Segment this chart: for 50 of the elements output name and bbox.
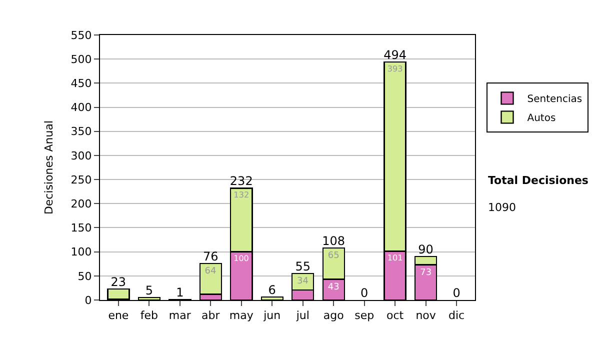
- legend-label: Autos: [527, 113, 556, 124]
- x-tick-label: may: [229, 309, 254, 322]
- data-label: 101: [387, 252, 403, 263]
- text: 1090: [488, 201, 516, 214]
- y-tick-label: 400: [70, 101, 92, 114]
- y-tick-label: 350: [70, 125, 92, 138]
- total-label: 5: [145, 284, 153, 298]
- total-label: 0: [452, 286, 460, 300]
- total-label: 108: [322, 234, 346, 248]
- data-label: 34: [297, 276, 309, 286]
- y-tick-label: 250: [70, 173, 92, 186]
- x-tick-label: jun: [262, 309, 281, 322]
- y-tick-label: 450: [70, 77, 92, 90]
- y-tick-label: 500: [70, 52, 92, 66]
- y-tick-label: 50: [78, 270, 92, 283]
- total-label: 0: [360, 286, 368, 300]
- x-tick-label: dic: [448, 309, 465, 322]
- x-tick-label: oct: [386, 309, 404, 322]
- total-label: 1: [176, 286, 184, 300]
- total-label: 55: [295, 260, 311, 274]
- y-tick-label: 0: [84, 294, 92, 307]
- y-tick-label: 100: [70, 246, 92, 259]
- total-label: 90: [418, 242, 434, 257]
- total-label: 232: [230, 174, 253, 188]
- text: Total Decisiones: [488, 174, 589, 187]
- total-label: 76: [203, 249, 218, 264]
- y-tick-label: 150: [70, 222, 92, 235]
- data-label: 64: [204, 266, 217, 276]
- data-label: 43: [328, 282, 340, 292]
- x-tick-label: nov: [416, 309, 436, 322]
- total-label: 6: [268, 283, 276, 298]
- data-label: 65: [328, 250, 340, 261]
- total-label: 23: [110, 274, 126, 289]
- x-tick-label: ago: [323, 309, 344, 322]
- x-tick-label: abr: [202, 309, 220, 322]
- data-label: 100: [234, 254, 249, 264]
- y-tick-label: 300: [70, 149, 92, 162]
- y-axis-title: Decisiones Anual: [42, 120, 56, 215]
- data-label: 73: [420, 268, 432, 278]
- y-tick-label: 200: [70, 197, 92, 210]
- x-tick-label: jul: [295, 309, 310, 322]
- y-tick-label: 550: [70, 28, 92, 42]
- x-tick-label: ene: [108, 309, 129, 322]
- total-label: 494: [384, 48, 407, 62]
- x-tick-label: sep: [354, 309, 374, 322]
- data-label: 132: [234, 190, 250, 200]
- data-label: 393: [387, 63, 403, 74]
- legend-label: Sentencias: [527, 94, 582, 106]
- x-tick-label: mar: [168, 309, 192, 322]
- x-tick-label: feb: [140, 309, 158, 322]
